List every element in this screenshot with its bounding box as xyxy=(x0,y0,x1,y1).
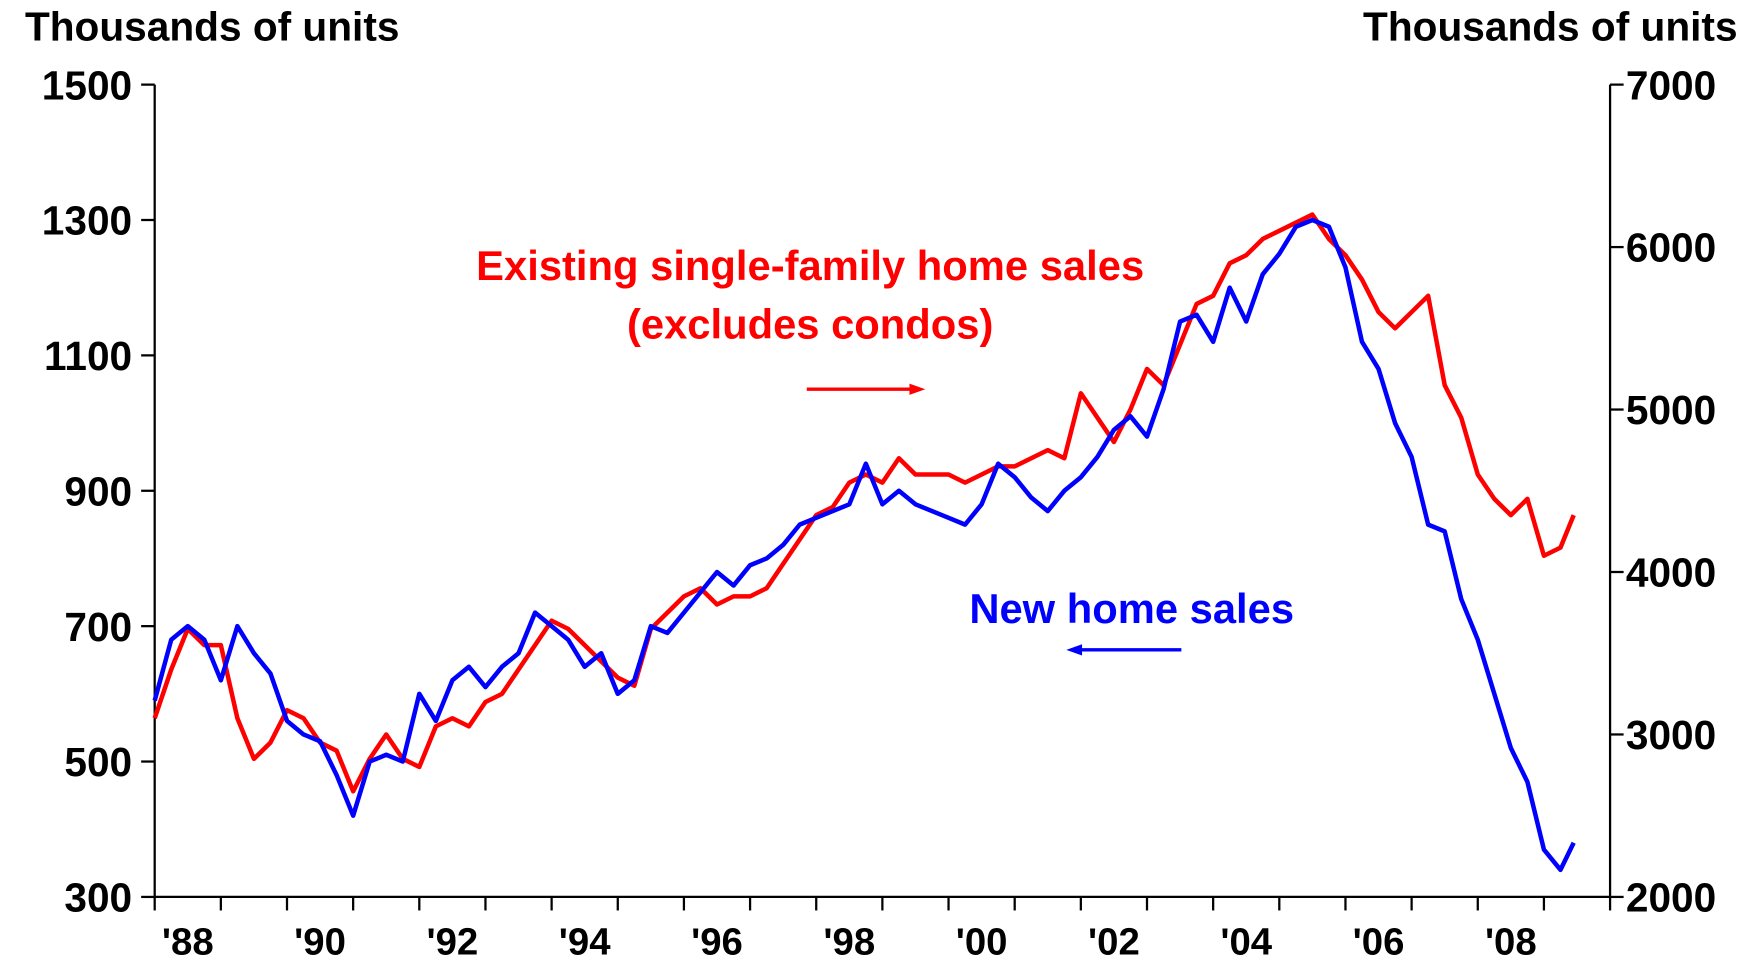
annotation: New home sales xyxy=(969,585,1294,632)
y-axis-label: Thousands of units xyxy=(25,4,399,50)
x-tick-label: '88 xyxy=(162,920,214,963)
annotation: Existing single-family home sales xyxy=(476,242,1144,289)
y-tick-label: 1500 xyxy=(42,62,132,108)
arrowhead xyxy=(1066,644,1083,656)
x-tick-label: '04 xyxy=(1220,920,1272,963)
annotation: (excludes condos) xyxy=(627,300,993,347)
x-tick-label: '92 xyxy=(426,920,478,963)
y2-tick-label: 2000 xyxy=(1626,875,1716,921)
y-tick-label: 1300 xyxy=(42,198,132,244)
x-tick-label: '08 xyxy=(1485,920,1537,963)
y-tick-label: 900 xyxy=(64,468,132,514)
y-tick-label: 300 xyxy=(64,875,132,921)
y2-tick-label: 4000 xyxy=(1626,550,1716,596)
x-tick-label: '94 xyxy=(559,920,611,963)
x-tick-label: '96 xyxy=(691,920,743,963)
y-tick-label: 500 xyxy=(64,739,132,785)
y-tick-label: 1100 xyxy=(44,333,132,379)
x-tick-label: '02 xyxy=(1088,920,1140,963)
y2-tick-label: 3000 xyxy=(1626,712,1716,758)
x-tick-label: '98 xyxy=(823,920,875,963)
y2-tick-label: 6000 xyxy=(1626,225,1716,271)
x-tick-label: '06 xyxy=(1353,920,1405,963)
y2-axis-label: Thousands of units xyxy=(1363,4,1737,50)
series-line xyxy=(152,217,1576,873)
x-tick-label: '90 xyxy=(294,920,346,963)
x-tick-label: '00 xyxy=(956,920,1008,963)
arrowhead xyxy=(909,383,926,395)
y2-tick-label: 5000 xyxy=(1626,387,1716,433)
y-tick-label: 700 xyxy=(64,604,132,650)
y2-tick-label: 7000 xyxy=(1626,62,1716,108)
